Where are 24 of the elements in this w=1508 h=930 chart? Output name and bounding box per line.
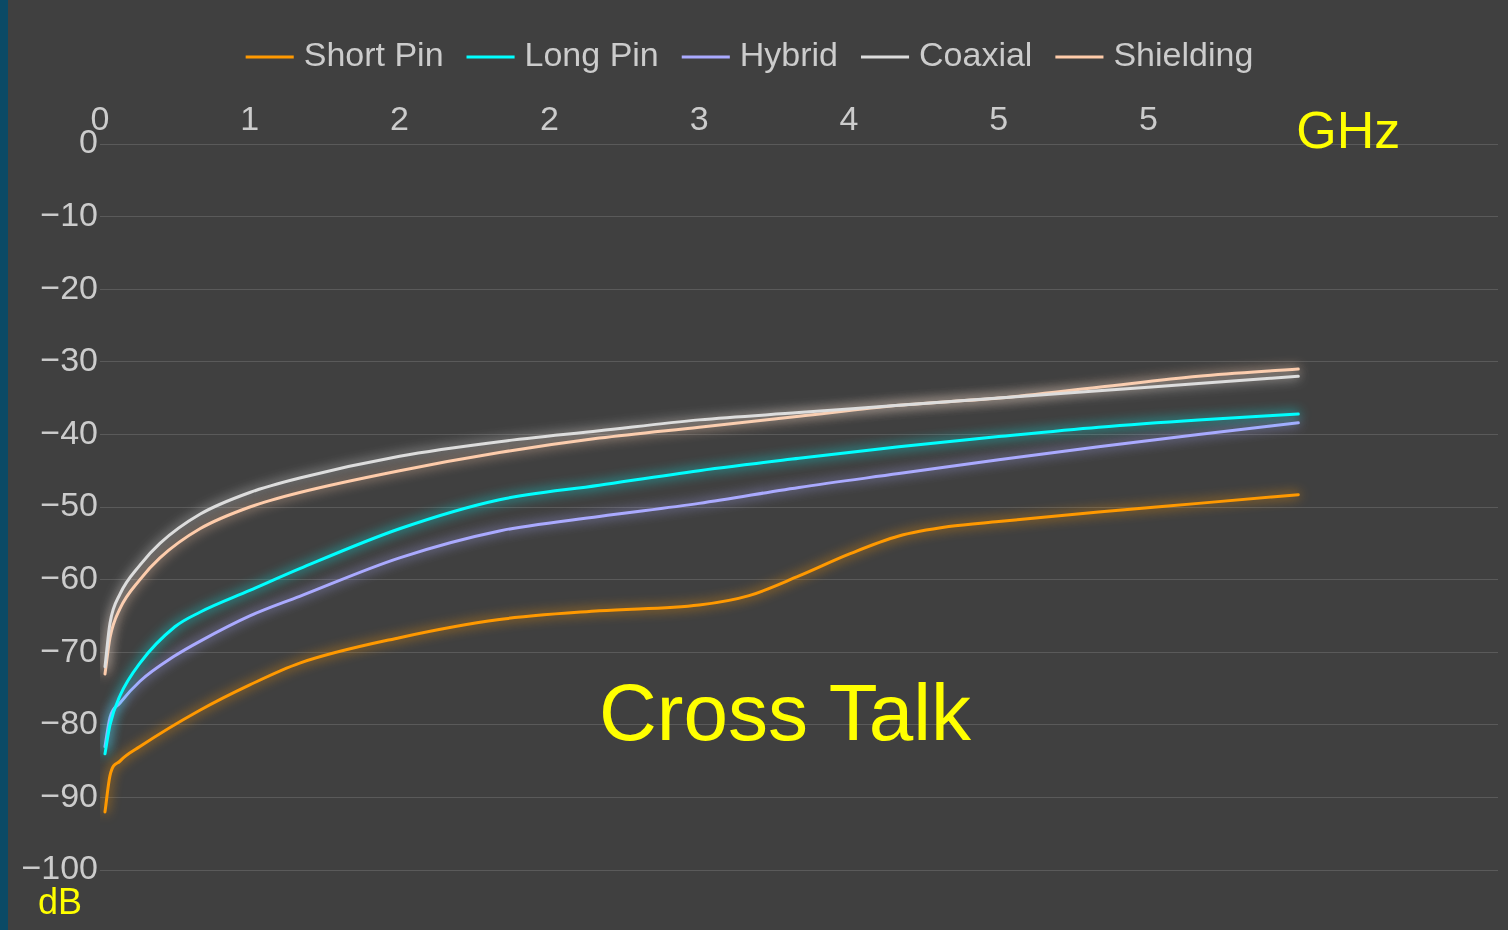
y-tick-label: −50: [40, 485, 98, 524]
y-tick-label: −10: [40, 194, 98, 233]
x-tick-label: 2: [539, 98, 559, 137]
legend-label: Hybrid: [739, 35, 839, 74]
x-axis-title: GHz: [1296, 101, 1401, 160]
x-tick-label: 5: [989, 98, 1009, 137]
y-tick-label: −30: [40, 340, 98, 379]
x-tick-label: 5: [1139, 98, 1158, 137]
line-series: [103, 493, 1300, 814]
x-tick-label: 1: [240, 98, 260, 137]
legend-label: Short Pin: [303, 35, 444, 74]
x-tick-label: 4: [839, 98, 859, 137]
y-tick-label: −70: [40, 630, 98, 669]
x-tick-label: 2: [390, 98, 410, 137]
y-tick-label: −40: [40, 412, 98, 451]
x-tick-label: 3: [689, 98, 709, 137]
y-tick-label: −80: [40, 703, 98, 742]
legend-label: Shielding: [1113, 35, 1254, 74]
legend-label: Long Pin: [524, 35, 659, 74]
legend-label: Coaxial: [919, 35, 1033, 74]
y-tick-label: −60: [40, 557, 98, 596]
text: Cross Talk: [599, 667, 972, 757]
y-tick-label: −20: [40, 267, 98, 306]
y-tick-label: −90: [40, 775, 98, 814]
